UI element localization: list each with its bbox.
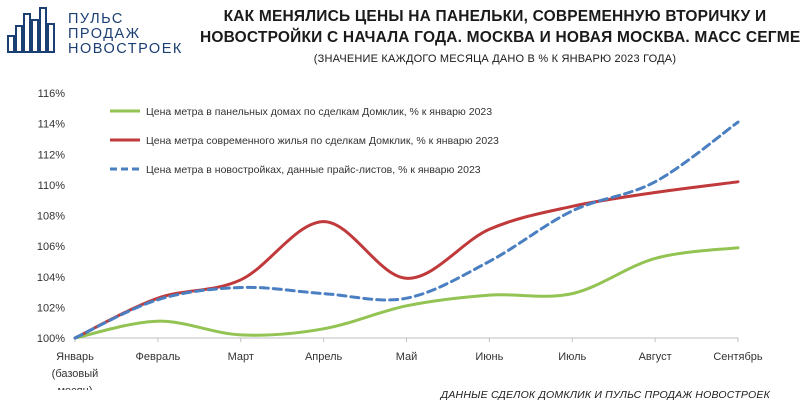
chart-axes [74, 337, 739, 342]
chart-legend: Цена метра в панельных домах по сделкам … [110, 106, 499, 176]
logo-line: НОВОСТРОЕК [68, 41, 183, 57]
logo: ПУЛЬС ПРОДАЖ НОВОСТРОЕК [6, 6, 196, 58]
chart-title-line: НОВОСТРОЙКИ С НАЧАЛА ГОДА. МОСКВА И НОВА… [200, 29, 800, 46]
x-tick-label: Март [228, 351, 254, 363]
y-tick-label: 110% [38, 180, 66, 192]
chart-title: КАК МЕНЯЛИСЬ ЦЕНЫ НА ПАНЕЛЬКИ, СОВРЕМЕНН… [200, 6, 800, 48]
x-axis-labels: Январь(базовыймесяц) Февраль Март Апрель Май… [52, 351, 763, 390]
logo-bars-icon [7, 7, 55, 53]
x-tick-label: Апрель [305, 351, 343, 363]
y-tick-label: 114% [38, 119, 66, 131]
y-axis-labels: 100% 102% 104% 106% 108% 110% 112% 114% 116% [37, 88, 65, 345]
source-note: ДАННЫЕ СДЕЛОК ДОМКЛИК И ПУЛЬС ПРОДАЖ НОВ… [440, 389, 770, 401]
series-line-new-build [73, 120, 740, 340]
logo-line: ПРОДАЖ [68, 26, 141, 42]
y-tick-label: 116% [38, 88, 66, 100]
x-tick-label: Сентябрь [713, 351, 763, 363]
x-tick-label: Февраль [136, 351, 181, 363]
y-tick-label: 112% [38, 149, 66, 161]
legend-label-modern: Цена метра современного жилья по сделкам… [146, 135, 499, 147]
y-tick-label: 102% [37, 302, 65, 314]
x-tick-label: Июль [558, 351, 586, 363]
legend-label-new-build: Цена метра в новостройках, данные прайс-… [146, 164, 481, 176]
chart-title-line: КАК МЕНЯЛИСЬ ЦЕНЫ НА ПАНЕЛЬКИ, СОВРЕМЕНН… [223, 8, 767, 25]
x-tick-label: Май [396, 351, 418, 363]
x-tick-label: Август [639, 351, 672, 363]
chart-subtitle: (ЗНАЧЕНИЕ КАЖДОГО МЕСЯЦА ДАНО В % К ЯНВА… [313, 53, 677, 65]
series-line-panel [73, 246, 740, 340]
x-tick-label: Январь(базовыймесяц) [52, 351, 99, 390]
logo-line: ПУЛЬС [68, 11, 124, 27]
y-tick-label: 106% [37, 241, 65, 253]
y-tick-label: 100% [37, 333, 65, 345]
series-line-modern [73, 180, 740, 340]
line-chart: Цена метра в панельных домах по сделкам … [37, 88, 763, 390]
y-tick-label: 108% [37, 211, 65, 223]
x-tick-label: Июнь [475, 351, 503, 363]
chart-series [73, 120, 740, 340]
y-tick-label: 104% [37, 272, 65, 284]
legend-label-panel: Цена метра в панельных домах по сделкам … [146, 106, 492, 118]
logo-text: ПУЛЬС ПРОДАЖ НОВОСТРОЕК [68, 12, 183, 57]
